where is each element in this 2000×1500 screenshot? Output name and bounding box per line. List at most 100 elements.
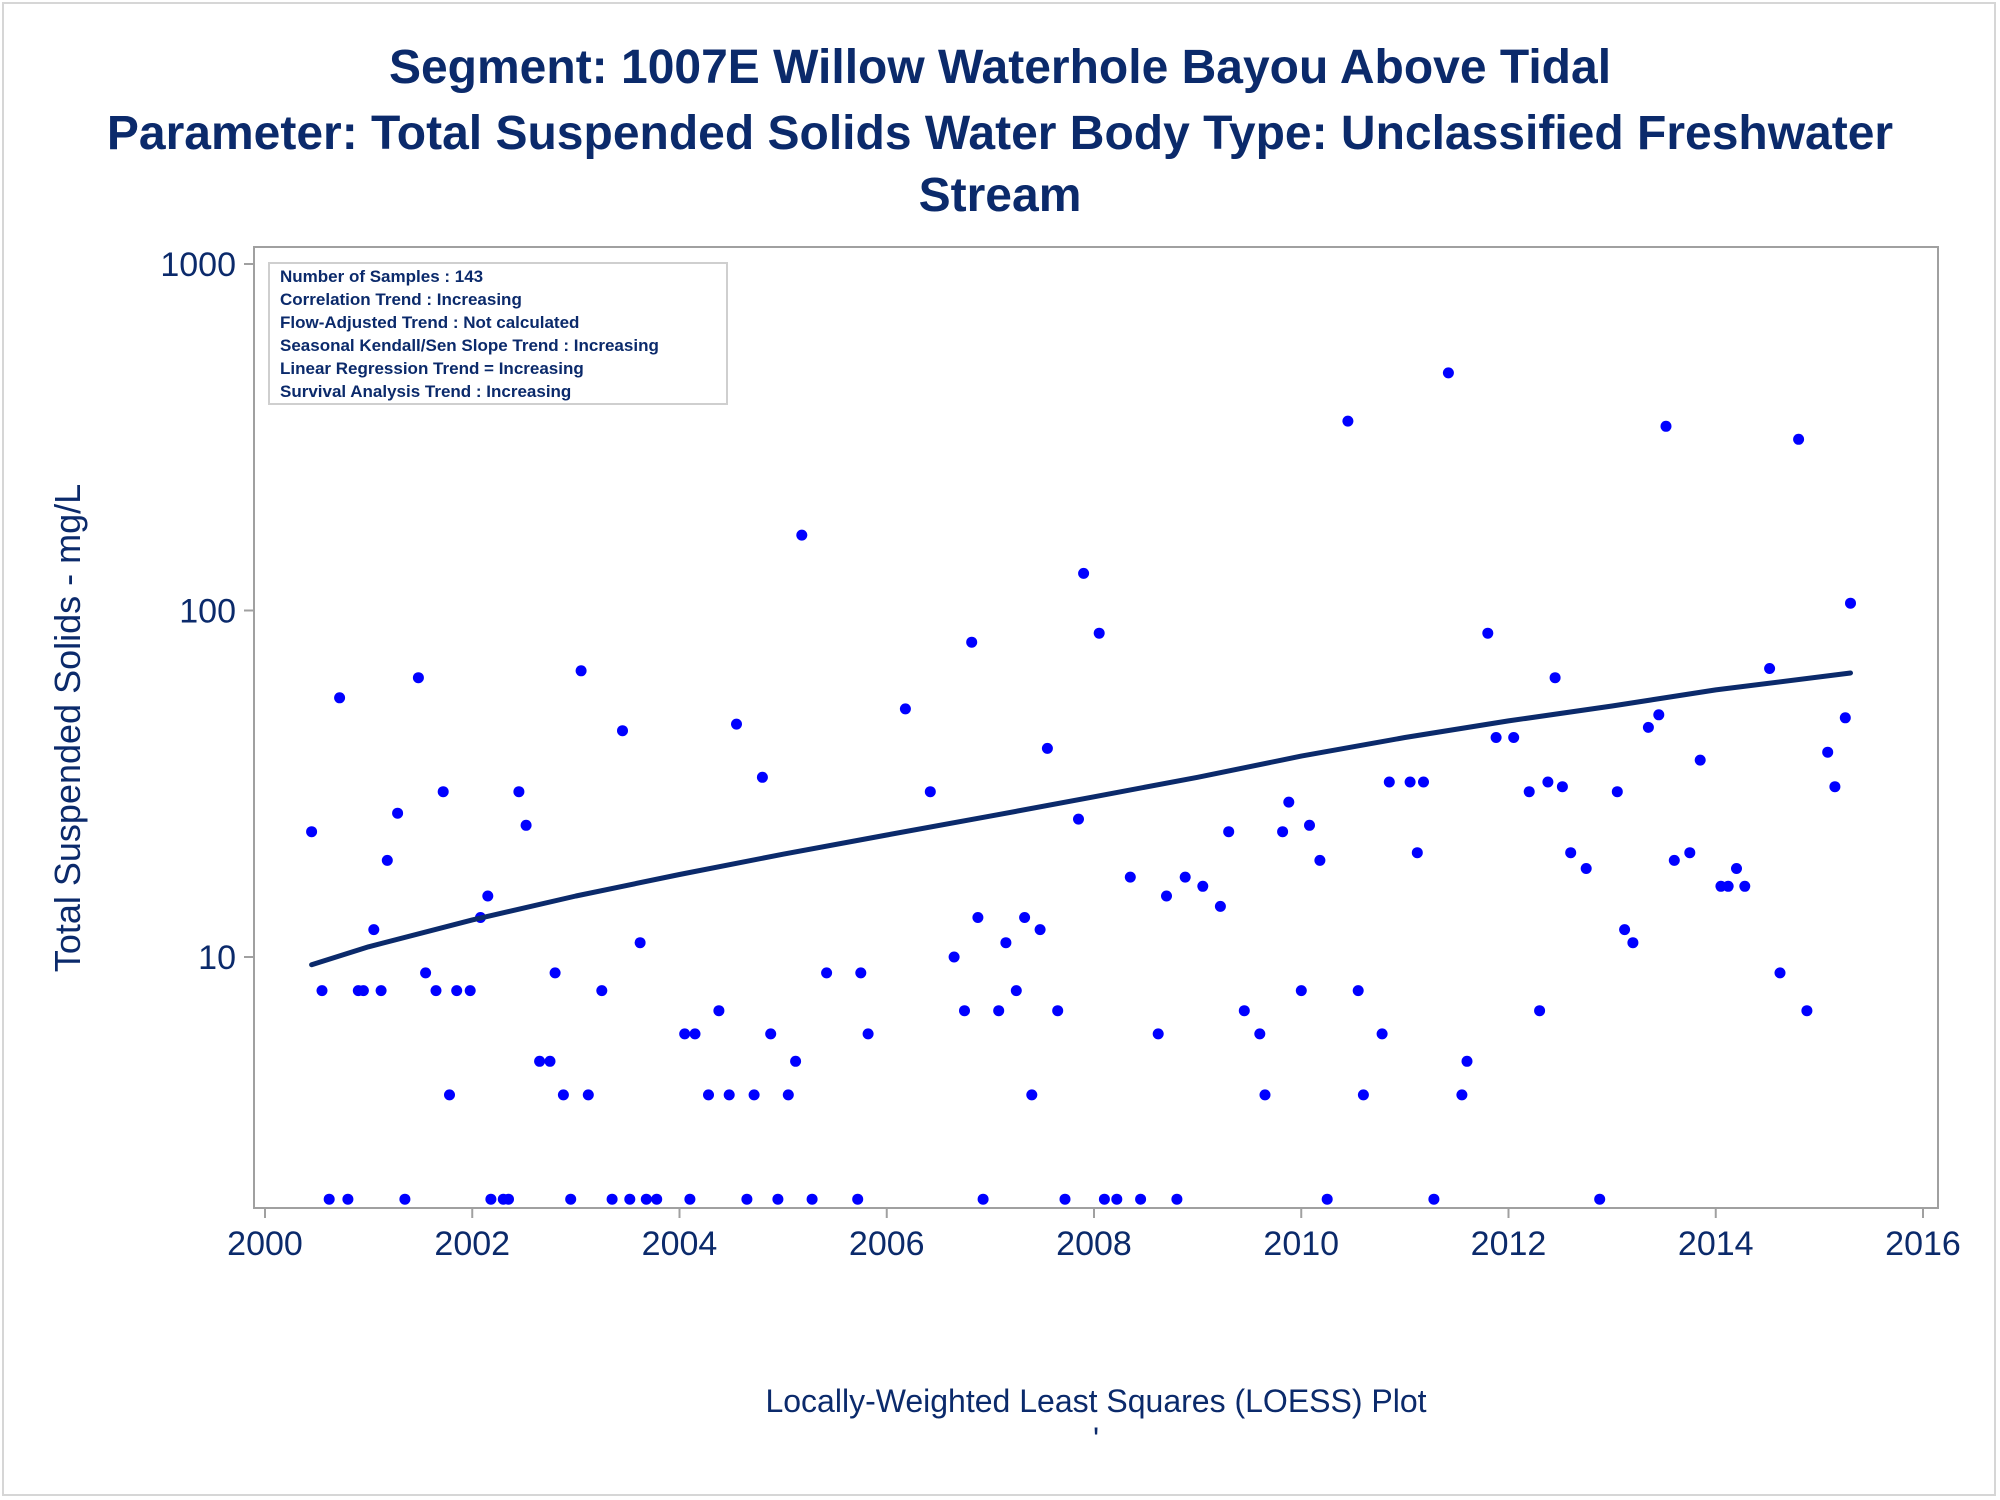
data-point: [323, 1193, 335, 1205]
data-point: [689, 1028, 701, 1040]
data-point: [862, 1028, 874, 1040]
data-point: [1304, 819, 1315, 831]
data-point: [1010, 985, 1022, 997]
stat-correlation-trend: Correlation Trend : Increasing: [280, 290, 522, 309]
data-point: [1259, 1089, 1271, 1101]
x-tick-label: 2002: [434, 1225, 510, 1263]
data-point: [1627, 937, 1639, 949]
data-point: [617, 725, 628, 737]
stat-number-of-samples: Number of Samples : 143: [280, 267, 483, 286]
data-point: [821, 967, 833, 979]
data-point: [420, 967, 432, 979]
data-point: [1694, 754, 1706, 766]
data-point: [1739, 880, 1751, 892]
data-point: [1357, 1089, 1369, 1101]
data-point: [713, 1005, 725, 1017]
data-point: [1549, 672, 1561, 684]
data-point: [1839, 712, 1851, 724]
stat-linear-regression-trend: Linear Regression Trend = Increasing: [280, 359, 584, 378]
data-point: [1314, 854, 1326, 866]
footer-caption: Locally-Weighted Least Squares (LOESS) P…: [765, 1383, 1426, 1419]
chart-subtitle: Parameter: Total Suspended Solids Water …: [106, 107, 1894, 160]
data-point: [852, 1193, 864, 1205]
data-point: [1000, 937, 1012, 949]
data-point: [703, 1089, 714, 1101]
stats-box: Number of Samples : 143 Correlation Tren…: [268, 262, 728, 405]
data-point: [1197, 880, 1209, 892]
data-point: [1161, 890, 1172, 902]
data-point: [375, 985, 387, 997]
y-tick-label: 10: [198, 939, 236, 977]
data-point: [1684, 847, 1696, 859]
data-point: [959, 1005, 970, 1017]
data-point: [1418, 776, 1429, 788]
data-point: [1111, 1193, 1123, 1205]
data-point: [1801, 1005, 1813, 1017]
data-point: [899, 703, 911, 715]
data-point: [1179, 871, 1191, 883]
data-point: [972, 912, 984, 923]
data-point: [1660, 420, 1672, 432]
data-point: [1135, 1193, 1147, 1205]
data-point: [1482, 627, 1494, 639]
data-point: [1295, 985, 1307, 997]
data-point: [513, 786, 525, 798]
data-point: [1619, 924, 1631, 936]
data-point: [1580, 863, 1592, 874]
stat-flow-adjusted-trend: Flow-Adjusted Trend : Not calculated: [280, 313, 579, 332]
data-point: [684, 1193, 696, 1205]
data-point: [316, 985, 328, 997]
data-point: [549, 967, 561, 979]
data-point: [966, 636, 978, 648]
data-point: [723, 1089, 735, 1101]
data-point: [1404, 776, 1416, 788]
data-point: [1428, 1193, 1440, 1205]
data-point: [334, 692, 346, 704]
data-point: [430, 985, 442, 997]
data-point: [634, 937, 646, 949]
y-tick-label: 1000: [160, 246, 236, 284]
data-point: [565, 1193, 577, 1205]
data-point: [1383, 776, 1395, 788]
data-point: [1722, 880, 1734, 892]
data-point: [948, 951, 960, 963]
data-point: [1041, 742, 1053, 754]
data-point: [451, 985, 463, 997]
data-point: [1223, 826, 1235, 838]
stat-seasonal-kendall-trend: Seasonal Kendall/Sen Slope Trend : Incre…: [280, 336, 659, 355]
data-point: [765, 1028, 777, 1040]
scatter-points: [306, 367, 1856, 1205]
data-point: [1026, 1089, 1038, 1101]
y-axis-label: Total Suspended Solids - mg/L: [47, 484, 88, 972]
data-point: [1442, 367, 1454, 379]
x-tick-label: 2012: [1471, 1225, 1547, 1263]
data-point: [1059, 1193, 1071, 1205]
x-tick-label: 2004: [642, 1225, 718, 1263]
data-point: [381, 854, 393, 866]
data-point: [606, 1193, 618, 1205]
x-tick-label: 2008: [1056, 1225, 1132, 1263]
data-point: [399, 1193, 411, 1205]
data-point: [1668, 854, 1680, 866]
data-point: [1774, 967, 1786, 979]
data-point: [1093, 627, 1105, 639]
data-point: [1653, 709, 1665, 721]
data-point: [806, 1193, 818, 1205]
data-point: [1411, 847, 1423, 859]
data-point: [444, 1089, 455, 1101]
data-point: [1342, 415, 1354, 427]
data-point: [1277, 826, 1289, 838]
x-tick-label: 2000: [227, 1225, 303, 1263]
loess-trend-line: [309, 670, 1853, 968]
data-point: [624, 1193, 636, 1205]
data-point: [1254, 1028, 1266, 1040]
data-point: [1152, 1028, 1164, 1040]
data-point: [1542, 776, 1554, 788]
data-point: [756, 771, 768, 783]
data-point: [924, 786, 936, 798]
data-point: [855, 967, 867, 979]
data-point: [437, 786, 449, 798]
data-point: [772, 1193, 784, 1205]
footer-mark: ': [1093, 1421, 1099, 1457]
